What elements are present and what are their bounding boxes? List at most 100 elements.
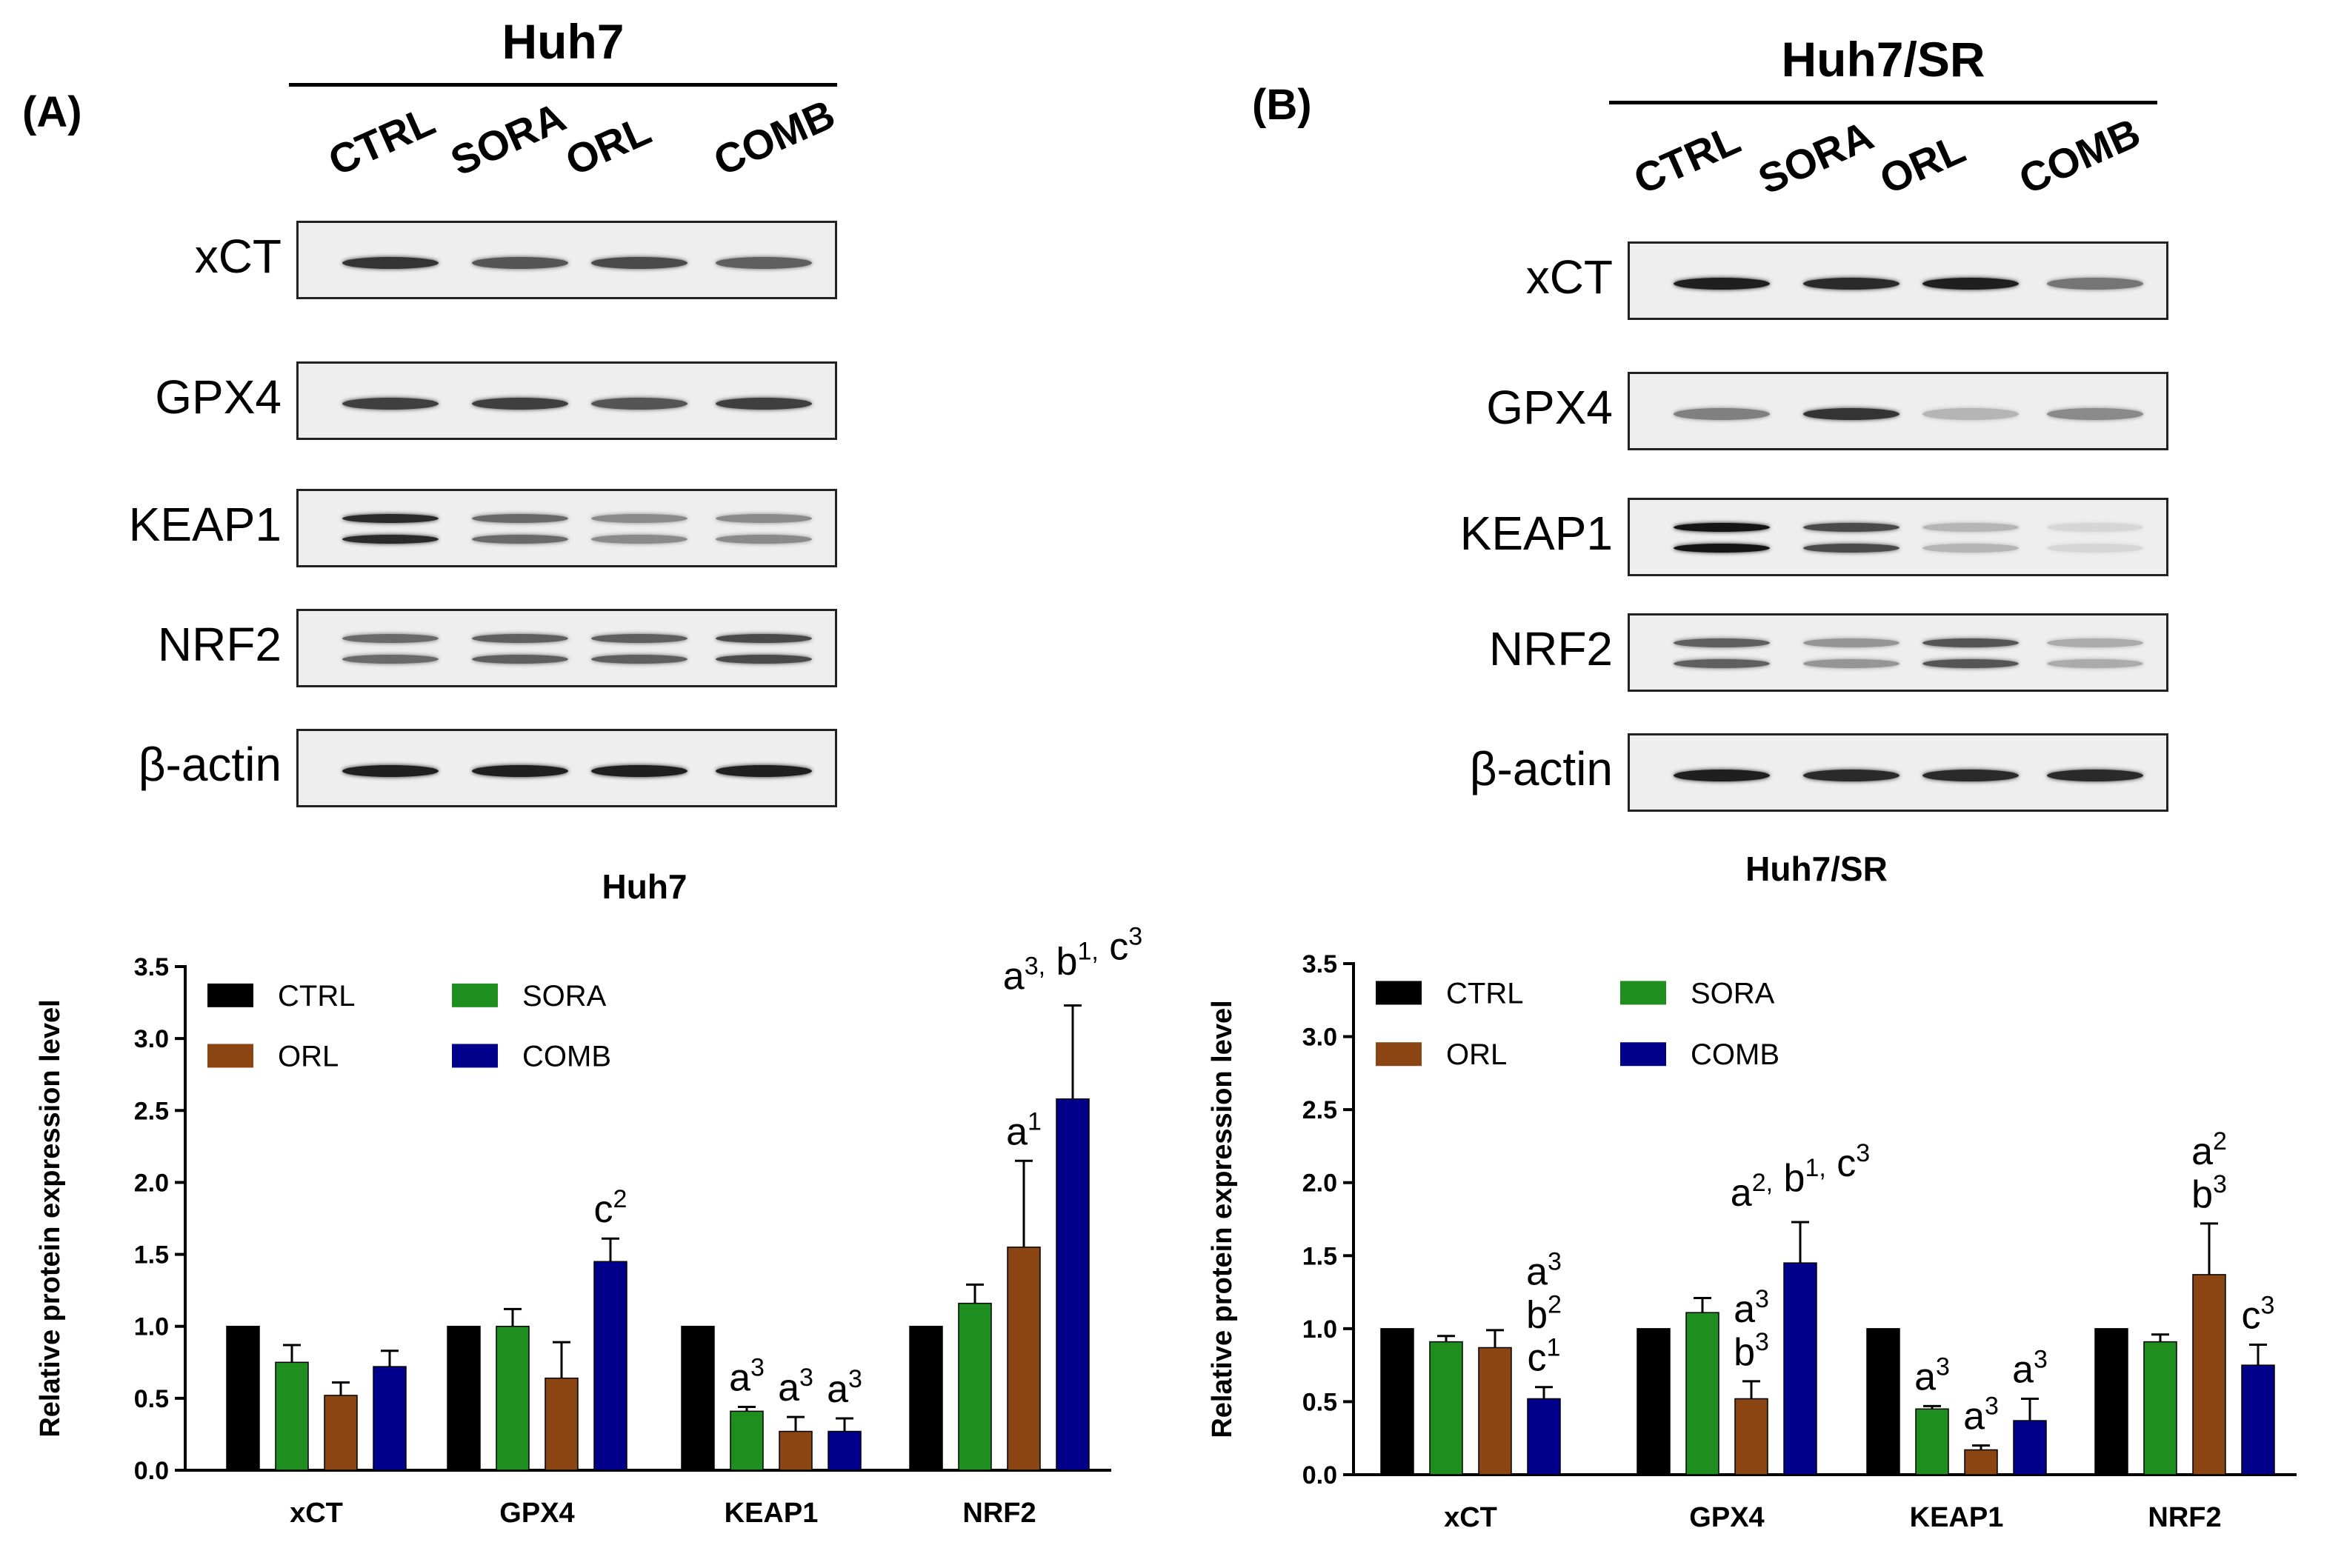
bar-comb-nrf2 (1056, 1098, 1090, 1471)
bar-ctrl-gpx4 (447, 1325, 481, 1471)
x-tick-label: GPX4 (499, 1498, 574, 1529)
x-tick-label: xCT (1444, 1502, 1497, 1533)
chart-title: Huh7/SR (1745, 850, 1888, 888)
blot-strip (1628, 498, 2168, 576)
legend-label-sora: SORA (522, 980, 607, 1012)
bar-ctrl-gpx4 (1637, 1328, 1671, 1475)
y-tick-label: 0.0 (134, 1457, 169, 1485)
protein-band (715, 534, 812, 544)
y-tick-label: 2.5 (134, 1097, 169, 1125)
protein-band (715, 257, 812, 269)
protein-band (590, 398, 687, 410)
significance-annotation: a1 (1006, 1107, 1042, 1153)
legend-swatch-sora (452, 983, 498, 1007)
protein-band (342, 257, 439, 269)
lane-label-sora: SORA (1751, 111, 1880, 204)
bar-sora-xct (275, 1361, 309, 1471)
protein-band (472, 654, 569, 664)
cell-line-underline (289, 83, 837, 87)
x-tick-label: NRF2 (962, 1498, 1036, 1529)
protein-band (1803, 408, 1900, 420)
legend-swatch-ctrl (1376, 981, 1422, 1005)
protein-band (1803, 278, 1900, 290)
protein-band (715, 634, 812, 644)
blot-strip (296, 729, 837, 807)
y-tick-label: 0.0 (1302, 1461, 1337, 1489)
protein-band (590, 534, 687, 544)
significance-annotation: a3 (1963, 1392, 1999, 1438)
protein-band (590, 514, 687, 524)
protein-band (342, 514, 439, 524)
bar-ctrl-keap1 (1866, 1328, 1900, 1475)
lane-label-orl: ORL (558, 106, 658, 185)
protein-band (1922, 408, 2019, 420)
blot-strip (1628, 733, 2168, 812)
x-tick-label: KEAP1 (1910, 1502, 2004, 1533)
blot-strip (1628, 613, 2168, 692)
protein-band (1803, 523, 1900, 533)
protein-label: xCT (1525, 250, 1613, 304)
legend-swatch-orl (1376, 1042, 1422, 1067)
bar-chart: 0.0 0.5 1.0 1.5 2.0 2.5 3.0 3.5 Relative protein… (35, 922, 1142, 1529)
protein-band (342, 534, 439, 544)
bar-orl-gpx4 (1734, 1398, 1768, 1475)
legend-label-sora: SORA (1691, 977, 1775, 1010)
protein-label: GPX4 (1486, 381, 1613, 434)
bar-comb-nrf2 (2241, 1364, 2275, 1475)
protein-band (590, 257, 687, 269)
protein-band (2046, 638, 2143, 648)
significance-annotation: a3 (827, 1365, 862, 1411)
y-tick-label: 1.5 (134, 1241, 169, 1270)
protein-band (1674, 523, 1771, 533)
lane-label-ctrl: CTRL (1626, 115, 1747, 204)
bar-comb-keap1 (2013, 1420, 2047, 1475)
y-tick-label: 1.0 (134, 1313, 169, 1341)
bar-chart: 0.0 0.5 1.0 1.5 2.0 2.5 3.0 3.5 Relative protein… (1207, 950, 2297, 1533)
panel-b: (B) Huh7/SR CTRL SORA ORL COMB xCT GPX4 KEAP1… (1172, 0, 2344, 1568)
bar-sora-gpx4 (1685, 1312, 1719, 1475)
y-tick-label: 1.0 (1302, 1315, 1337, 1344)
bar-orl-nrf2 (1007, 1247, 1041, 1471)
bar-sora-gpx4 (496, 1325, 530, 1471)
blot-strip (296, 361, 837, 440)
y-axis-label: Relative protein expression level (35, 999, 66, 1437)
protein-label: xCT (194, 230, 282, 283)
blot-strip (296, 609, 837, 687)
chart-title: Huh7 (602, 867, 687, 906)
significance-annotation: a3 (1734, 1285, 1769, 1331)
protein-label: β-actin (138, 738, 282, 791)
lane-label-comb: COMB (706, 90, 842, 185)
y-tick-label: 3.0 (1302, 1024, 1337, 1052)
legend-label-orl: ORL (278, 1040, 339, 1072)
bar-orl-xct (324, 1395, 358, 1471)
bar-comb-gpx4 (593, 1261, 627, 1471)
protein-band (342, 654, 439, 664)
cell-line-title: Huh7/SR (1781, 32, 1985, 87)
protein-label: β-actin (1469, 742, 1613, 795)
significance-annotation: a3 (778, 1364, 813, 1409)
protein-band (1922, 770, 2019, 781)
protein-band (1674, 408, 1771, 420)
y-tick-label: 0.5 (134, 1385, 169, 1413)
significance-annotation: a3 (1526, 1248, 1562, 1294)
y-tick-label: 1.5 (1302, 1242, 1337, 1270)
protein-band (2046, 523, 2143, 533)
protein-band (472, 257, 569, 269)
lane-label-comb: COMB (2011, 108, 2147, 204)
protein-band (342, 634, 439, 644)
protein-band (2046, 770, 2143, 781)
legend-swatch-sora (1620, 981, 1666, 1005)
y-tick-label: 3.5 (1302, 950, 1337, 978)
bar-ctrl-xct (226, 1325, 260, 1471)
bar-sora-keap1 (1915, 1408, 1949, 1475)
protein-band (1803, 658, 1900, 668)
protein-band (1803, 770, 1900, 781)
protein-band (715, 398, 812, 410)
x-tick-label: NRF2 (2148, 1502, 2221, 1533)
protein-label: GPX4 (155, 370, 282, 424)
bar-ctrl-nrf2 (909, 1325, 943, 1471)
protein-band (342, 765, 439, 777)
protein-band (472, 765, 569, 777)
protein-band (1674, 278, 1771, 290)
significance-annotation: a3, b1, c3 (1003, 922, 1142, 998)
